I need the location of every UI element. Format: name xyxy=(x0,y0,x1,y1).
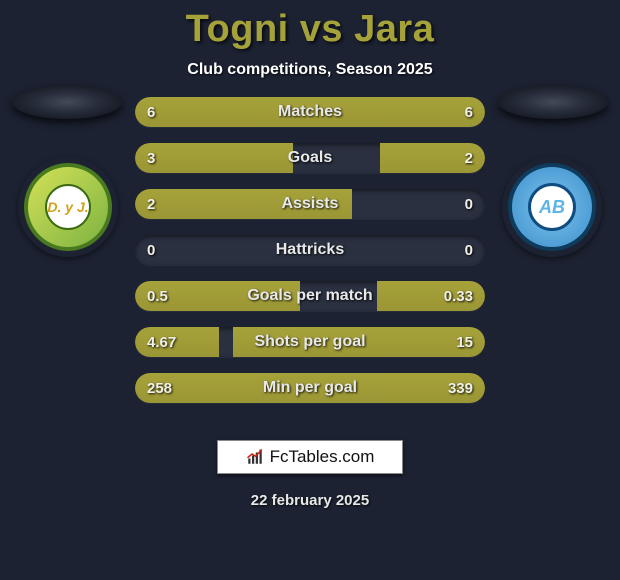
stat-fill-right xyxy=(310,97,485,127)
stat-fill-right xyxy=(380,143,485,173)
shadow-ellipse-right xyxy=(498,85,608,119)
stat-value-right: 0 xyxy=(465,235,473,265)
team-left-initials: D. y J. xyxy=(45,184,91,230)
page-title: Togni vs Jara xyxy=(0,8,620,51)
team-badge-left: D. y J. xyxy=(18,157,118,257)
stat-fill-left xyxy=(135,143,293,173)
team-badge-left-inner: D. y J. xyxy=(24,163,112,251)
team-right-initials: AB xyxy=(528,183,576,231)
brand-link[interactable]: FcTables.com xyxy=(217,440,404,474)
stat-label: Hattricks xyxy=(135,235,485,265)
stat-value-right: 0 xyxy=(465,189,473,219)
stat-fill-right xyxy=(377,281,486,311)
footer-date: 22 february 2025 xyxy=(0,492,620,509)
stat-fill-right xyxy=(286,373,486,403)
stat-row-assists: 20Assists xyxy=(135,189,485,219)
stat-bars: 66Matches32Goals20Assists00Hattricks0.50… xyxy=(135,97,485,403)
stat-value-left: 0 xyxy=(147,235,155,265)
stat-row-shots-per-goal: 4.6715Shots per goal xyxy=(135,327,485,357)
stat-row-min-per-goal: 258339Min per goal xyxy=(135,373,485,403)
comparison-arena: D. y J. AB 66Matches32Goals20Assists00Ha… xyxy=(0,97,620,477)
title-vs: vs xyxy=(300,8,343,50)
stat-row-matches: 66Matches xyxy=(135,97,485,127)
subtitle: Club competitions, Season 2025 xyxy=(0,61,620,79)
team-badge-right: AB xyxy=(502,157,602,257)
stat-fill-right xyxy=(233,327,485,357)
shadow-ellipse-left xyxy=(12,85,122,119)
stat-row-goals-per-match: 0.50.33Goals per match xyxy=(135,281,485,311)
stat-fill-left xyxy=(135,281,300,311)
header: Togni vs Jara Club competitions, Season … xyxy=(0,0,620,79)
title-player-right: Jara xyxy=(354,8,434,50)
stat-row-goals: 32Goals xyxy=(135,143,485,173)
stat-fill-left xyxy=(135,327,219,357)
stat-fill-left xyxy=(135,189,352,219)
stat-fill-left xyxy=(135,97,310,127)
stat-fill-left xyxy=(135,373,286,403)
team-badge-right-inner: AB xyxy=(508,163,596,251)
title-player-left: Togni xyxy=(186,8,289,50)
chart-icon xyxy=(246,448,264,466)
stat-row-hattricks: 0 0Hattricks xyxy=(135,235,485,265)
brand-text: FcTables.com xyxy=(270,447,375,467)
footer: FcTables.com 22 february 2025 xyxy=(0,440,620,509)
